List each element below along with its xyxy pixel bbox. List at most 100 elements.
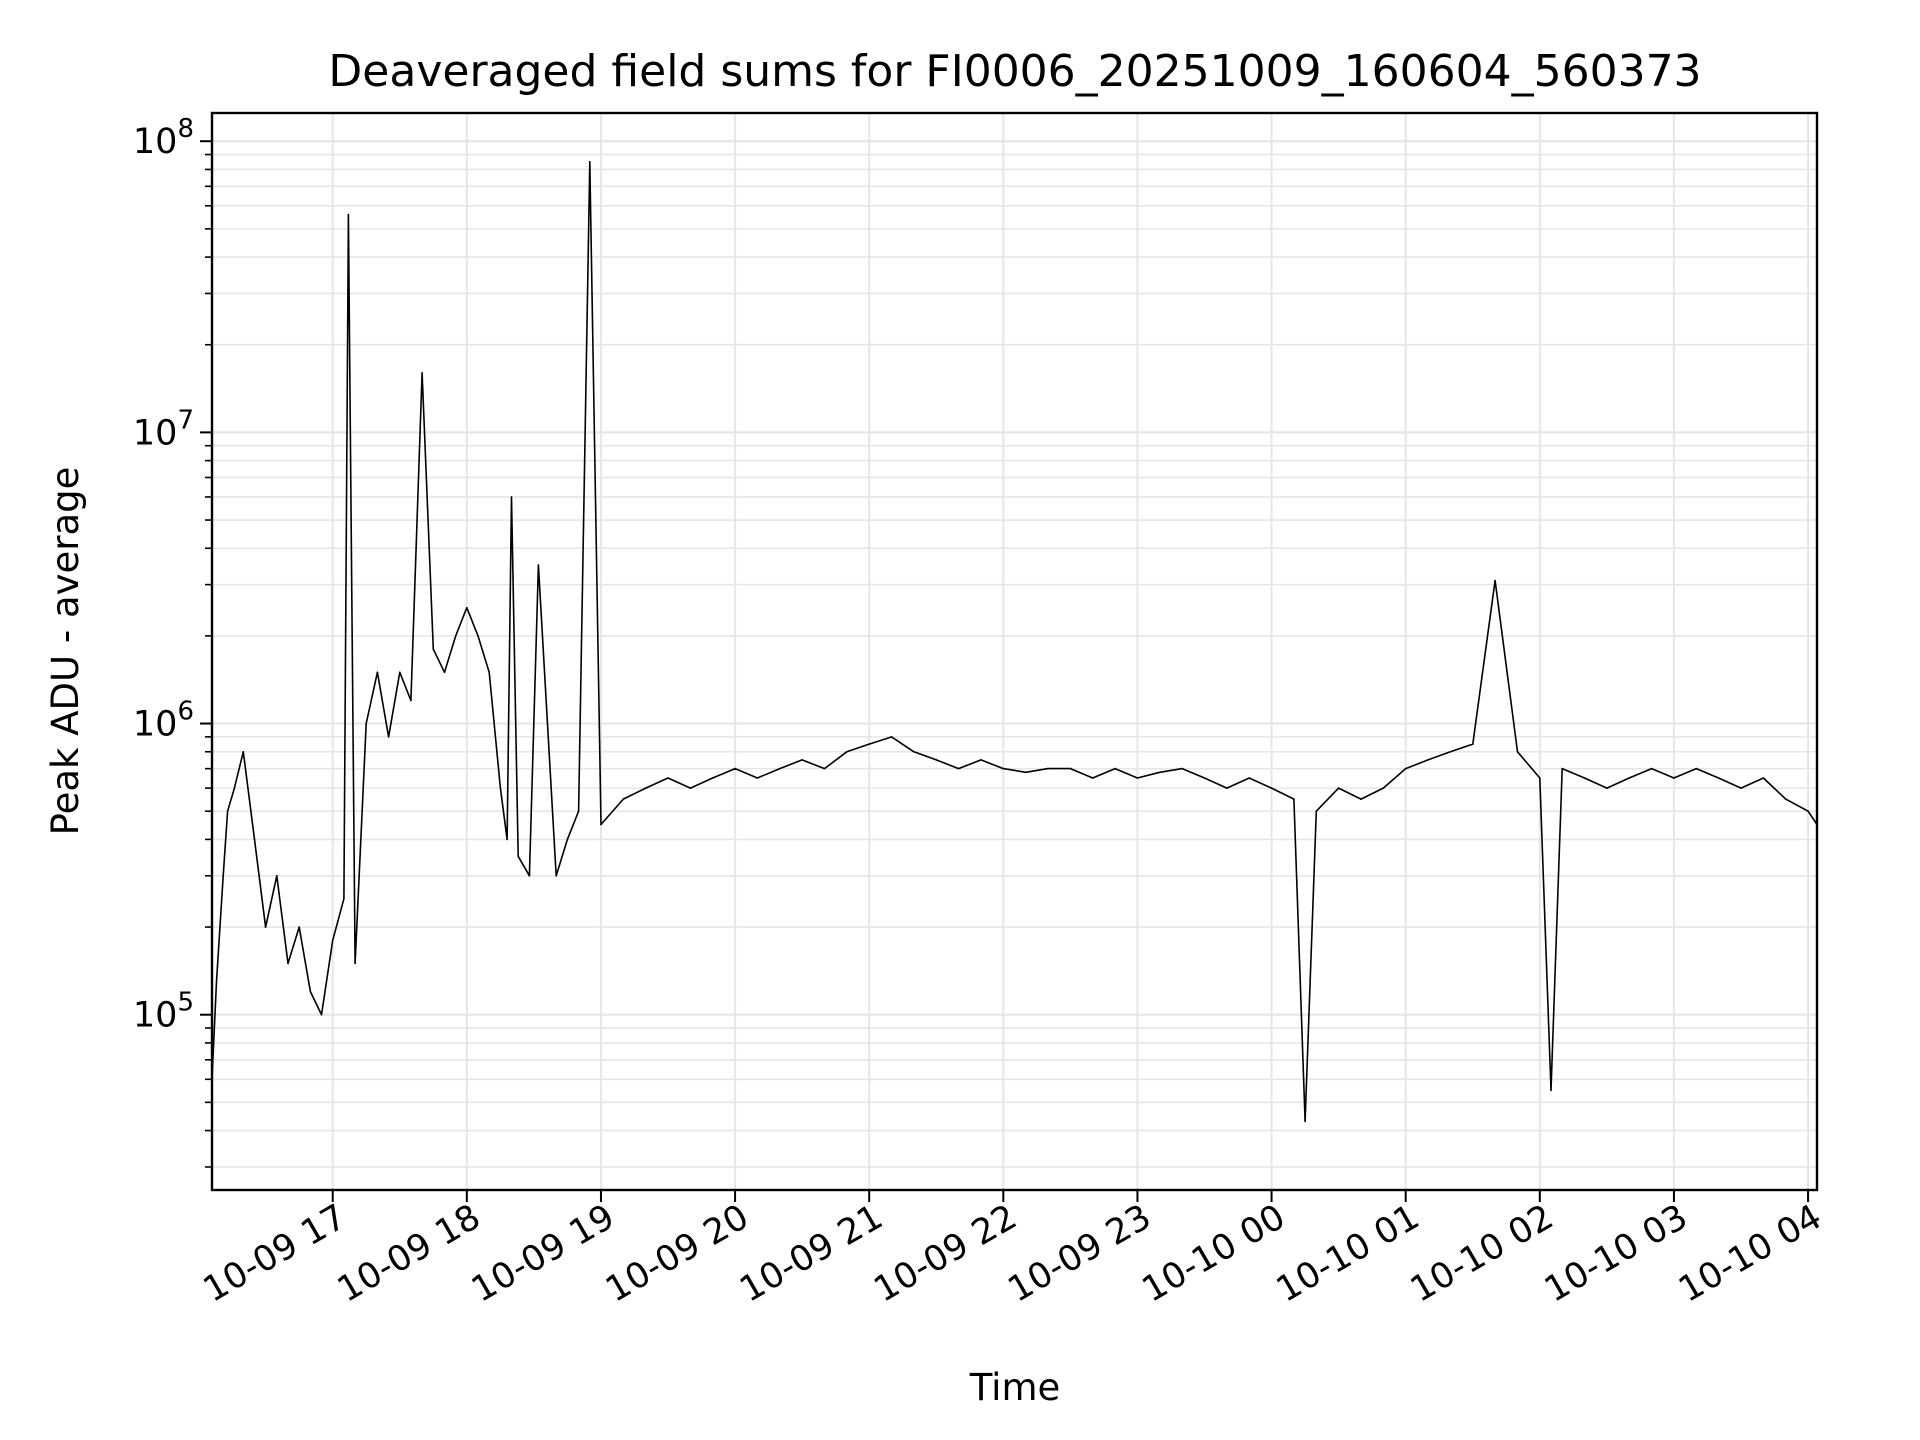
data-point <box>1404 767 1407 770</box>
data-point <box>868 743 870 745</box>
data-point <box>1427 759 1429 761</box>
data-point <box>287 962 289 965</box>
data-point <box>410 699 412 702</box>
data-point <box>577 810 580 812</box>
data-point <box>477 635 479 637</box>
data-point <box>589 161 591 163</box>
x-tick-label: 10-09 21 <box>733 1197 889 1310</box>
x-tick-label: 10-10 03 <box>1538 1197 1694 1310</box>
data-point <box>890 736 893 738</box>
data-point <box>443 671 446 674</box>
x-tick-label: 10-09 20 <box>599 1197 755 1310</box>
data-point <box>1047 767 1049 770</box>
data-point <box>222 875 224 877</box>
data-point <box>253 838 256 841</box>
data-point <box>1203 777 1206 779</box>
data-point <box>644 787 647 789</box>
data-point <box>1159 771 1161 774</box>
data-point <box>711 777 714 779</box>
data-point <box>1293 798 1295 800</box>
data-point <box>466 606 468 609</box>
data-point <box>1382 787 1385 789</box>
x-tick-label: 10-09 23 <box>1002 1197 1158 1310</box>
data-point <box>667 777 669 779</box>
data-point <box>1561 767 1563 770</box>
data-point <box>421 372 423 374</box>
data-point <box>1248 777 1250 779</box>
data-point <box>387 736 390 738</box>
data-point <box>913 751 915 753</box>
data-point <box>1784 798 1787 800</box>
data-point <box>957 767 960 770</box>
x-tick-label: 10-10 04 <box>1672 1197 1828 1310</box>
data-point <box>488 671 491 674</box>
data-point <box>432 648 435 650</box>
data-point <box>347 213 350 216</box>
data-point <box>298 926 301 928</box>
plot-frame <box>210 111 1819 1192</box>
data-point <box>215 980 218 983</box>
data-point <box>510 496 513 498</box>
data-point <box>1717 777 1720 779</box>
y-tick-label: 105 <box>133 988 194 1036</box>
data-point <box>1695 767 1698 770</box>
x-tick-label: 10-09 22 <box>868 1197 1024 1310</box>
data-point <box>756 777 759 779</box>
data-point <box>226 810 229 812</box>
data-point <box>1740 787 1742 789</box>
x-tick-label: 10-10 02 <box>1404 1197 1560 1310</box>
data-point <box>506 838 508 841</box>
data-point <box>454 635 457 637</box>
data-point <box>1270 787 1273 789</box>
data-point <box>399 671 401 674</box>
data-point <box>242 751 245 753</box>
data-point <box>1304 1120 1306 1123</box>
data-point <box>1002 767 1005 770</box>
x-tick-label: 10-10 01 <box>1270 1197 1426 1310</box>
data-point <box>1091 777 1094 779</box>
data-point <box>233 787 236 789</box>
data-point <box>365 722 368 725</box>
data-point <box>1360 798 1362 800</box>
data-point <box>622 798 625 800</box>
data-point <box>1807 810 1809 812</box>
data-point <box>980 759 982 761</box>
x-tick-label: 10-10 00 <box>1136 1197 1292 1310</box>
data-point <box>331 939 334 942</box>
data-series-group <box>211 161 1818 1123</box>
y-axis-label: Peak ADU - average <box>44 467 87 836</box>
x-tick-label: 10-09 18 <box>331 1197 487 1310</box>
data-point <box>1650 767 1653 770</box>
data-point <box>343 898 345 900</box>
data-point <box>734 767 736 770</box>
data-point <box>1315 810 1318 812</box>
data-point <box>1628 777 1630 779</box>
data-point <box>1673 777 1675 779</box>
data-point <box>823 767 826 770</box>
data-point <box>1762 777 1765 779</box>
data-point <box>537 564 540 566</box>
data-point <box>801 759 803 761</box>
y-tick-label: 108 <box>133 114 194 162</box>
data-point <box>276 875 278 877</box>
data-point <box>354 962 356 965</box>
data-point <box>1024 771 1027 774</box>
data-point <box>1550 1089 1552 1092</box>
data-point <box>1539 777 1541 779</box>
data-point <box>264 926 267 928</box>
data-point <box>1069 767 1072 770</box>
data-point <box>1114 767 1116 770</box>
y-tick-label: 107 <box>133 405 194 453</box>
data-point <box>1606 787 1608 789</box>
data-point <box>555 875 557 877</box>
data-series-line <box>211 161 1818 1123</box>
data-point <box>528 875 531 877</box>
x-axis-label: Time <box>969 1366 1061 1409</box>
data-point <box>1472 743 1474 745</box>
data-point <box>1516 751 1519 753</box>
data-point <box>935 759 938 761</box>
data-point <box>1337 787 1340 789</box>
chart-title: Deaveraged field sums for FI0006_2025100… <box>328 46 1701 97</box>
grid <box>212 113 1817 1190</box>
